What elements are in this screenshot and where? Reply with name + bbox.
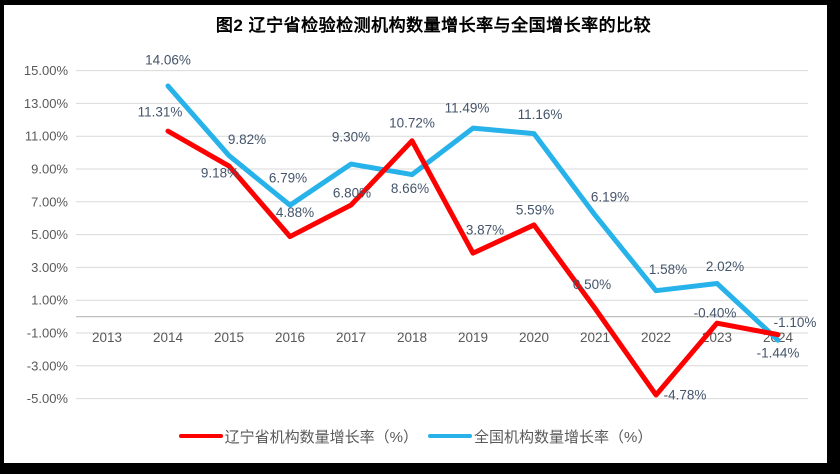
data-label-national: -1.44% — [757, 346, 800, 361]
legend-swatch-national — [428, 433, 472, 439]
data-label-liaoning: 5.59% — [516, 202, 554, 217]
chart-title: 图2 辽宁省检验检测机构数量增长率与全国增长率的比较 — [215, 16, 652, 35]
x-axis-tick: 2020 — [519, 330, 549, 345]
data-label-national: 11.16% — [518, 107, 563, 122]
x-axis-tick: 2021 — [580, 330, 610, 345]
data-label-national: 9.30% — [332, 130, 370, 145]
data-label-liaoning: 9.18% — [201, 166, 239, 181]
y-axis-tick: -5.00% — [27, 391, 69, 406]
y-axis-tick: 5.00% — [31, 227, 68, 242]
y-axis-tick: 15.00% — [24, 63, 69, 78]
y-axis-tick: -3.00% — [27, 358, 69, 373]
data-label-liaoning: 10.72% — [389, 115, 435, 130]
series-line-liaoning — [165, 128, 781, 398]
data-label-national: 11.49% — [445, 101, 490, 116]
data-label-liaoning: 6.80% — [333, 186, 371, 201]
x-axis-tick: 2019 — [458, 330, 488, 345]
y-axis-tick: 1.00% — [31, 293, 68, 308]
x-axis-tick: 2016 — [275, 330, 305, 345]
data-label-liaoning: 0.50% — [573, 277, 611, 292]
data-label-liaoning: 4.88% — [276, 205, 314, 220]
legend-label-liaoning: 辽宁省机构数量增长率（%） — [224, 428, 418, 446]
legend-item-liaoning: 辽宁省机构数量增长率（%） — [178, 426, 418, 447]
chart-legend: 辽宁省机构数量增长率（%） 全国机构数量增长率（%） — [4, 425, 827, 447]
data-label-liaoning: -4.78% — [664, 387, 707, 402]
x-axis-tick: 2014 — [153, 330, 184, 345]
series-line-national — [165, 83, 781, 343]
data-label-national: 6.19% — [591, 190, 629, 205]
data-label-liaoning: 11.31% — [138, 105, 183, 120]
data-label-liaoning: 3.87% — [466, 223, 504, 238]
data-label-national: 9.82% — [228, 132, 266, 147]
data-label-national: 1.58% — [649, 262, 687, 277]
x-axis-tick: 2022 — [641, 330, 671, 345]
chart-canvas — [4, 5, 827, 463]
y-axis-tick: 11.00% — [25, 129, 69, 144]
legend-swatch-liaoning — [178, 433, 223, 439]
legend-label-national: 全国机构数量增长率（%） — [474, 428, 653, 446]
y-axis-tick: 3.00% — [31, 260, 68, 275]
legend-item-national: 全国机构数量增长率（%） — [428, 426, 652, 447]
data-label-national: 14.06% — [145, 53, 191, 68]
data-label-liaoning: -1.10% — [774, 315, 817, 330]
y-axis-tick: 13.00% — [24, 96, 69, 111]
y-axis-tick: 7.00% — [31, 194, 68, 209]
data-label-national: 6.79% — [269, 171, 307, 186]
data-label-liaoning: -0.40% — [694, 306, 737, 321]
y-axis-tick: 9.00% — [31, 162, 68, 177]
y-axis-tick: -1.00% — [27, 326, 69, 341]
data-label-national: 2.02% — [706, 259, 744, 274]
x-axis-tick: 2013 — [92, 330, 122, 345]
data-label-national: 8.66% — [391, 181, 429, 196]
x-axis-tick: 2018 — [397, 330, 427, 345]
x-axis-tick: 2015 — [214, 330, 244, 345]
x-axis-tick: 2017 — [336, 330, 366, 345]
